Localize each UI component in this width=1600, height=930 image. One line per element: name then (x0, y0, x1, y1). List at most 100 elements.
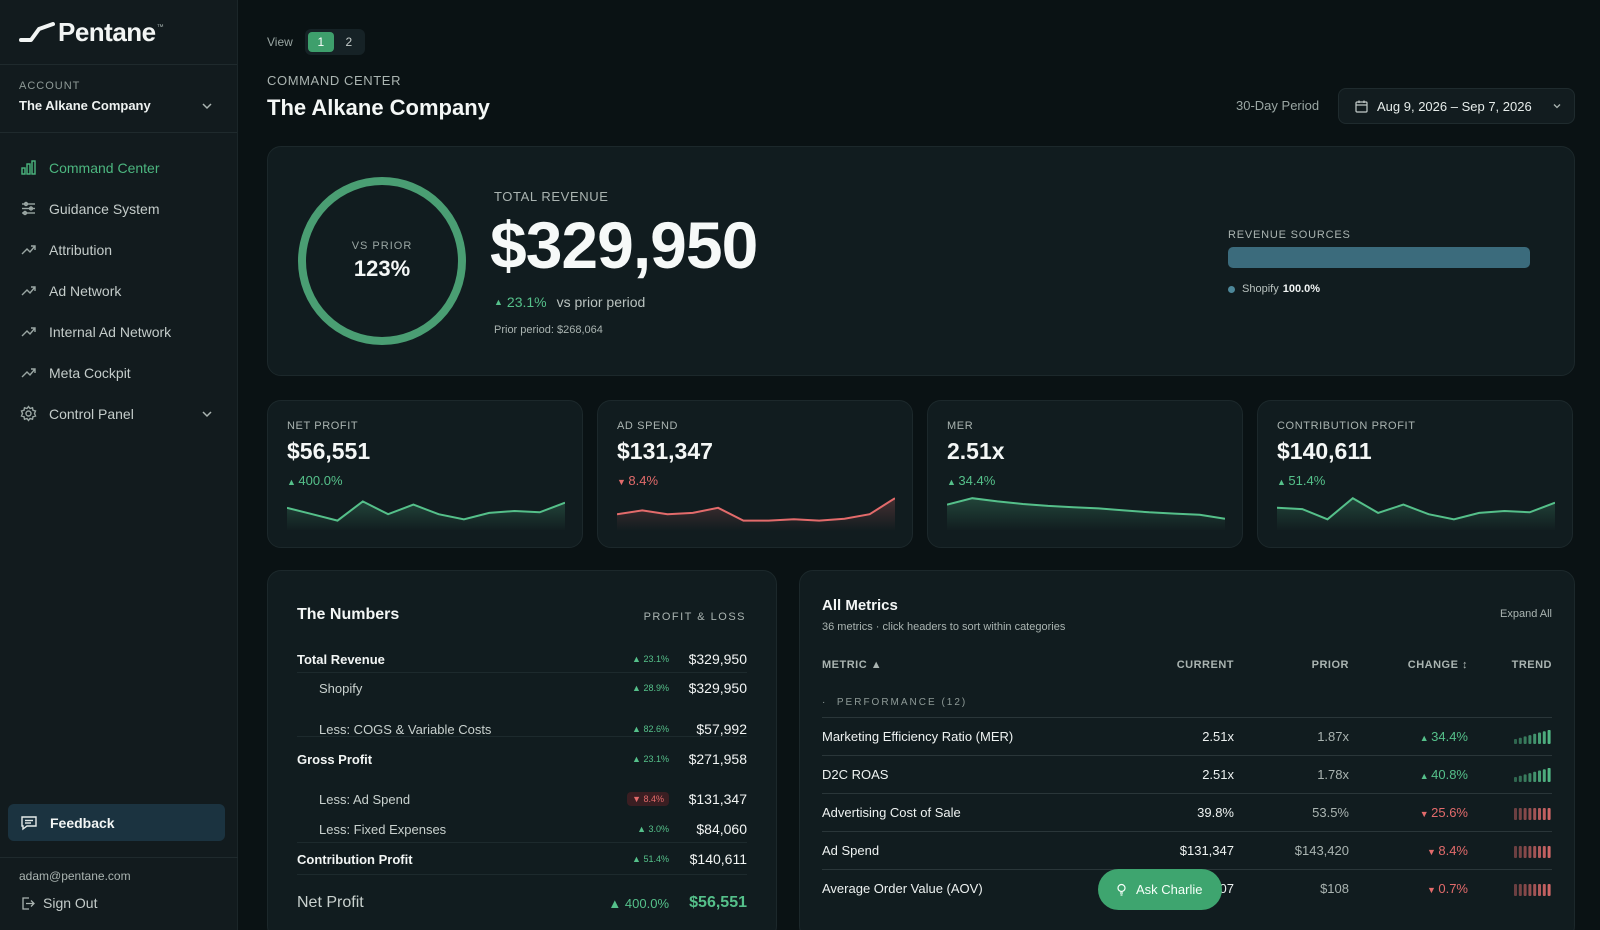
total-revenue-change: ▲ 23.1% vs prior period (494, 294, 645, 310)
logo[interactable]: Pentane ™ (0, 0, 237, 65)
sign-out-link[interactable]: Sign Out (20, 895, 97, 911)
numbers-card: The Numbers PROFIT & LOSS Total Revenue ▲… (267, 570, 777, 930)
account-label: ACCOUNT (19, 80, 81, 92)
change-value: ▲ 40.8% (1420, 767, 1468, 782)
metric-name: Average Order Value (AOV) (822, 881, 983, 896)
trend-bar (1523, 774, 1527, 782)
sidebar-item-command-center[interactable]: Command Center (0, 147, 237, 188)
divider (0, 857, 238, 858)
divider (297, 672, 747, 673)
trend-bar (1528, 884, 1532, 896)
col-metric[interactable]: METRIC ▲ (822, 659, 883, 671)
col-current[interactable]: CURRENT (1176, 659, 1234, 671)
change-text: 25.6% (1431, 805, 1468, 820)
account-selector[interactable]: ACCOUNT The Alkane Company (0, 65, 237, 133)
pl-row: Contribution Profit ▲ 51.4% $140,611 (297, 851, 747, 867)
kpi-card-mer[interactable]: MER 2.51x ▲ 34.4% (927, 400, 1243, 548)
feedback-button[interactable]: Feedback (8, 804, 225, 841)
divider (297, 874, 747, 875)
sidebar-item-internal-ad-network[interactable]: Internal Ad Network (0, 311, 237, 352)
current-value: 2.51x (1202, 729, 1234, 744)
trend-bar (1542, 884, 1546, 896)
pl-change-value: 28.9% (643, 683, 669, 693)
source-pct: 100.0% (1282, 283, 1321, 295)
chevron-down-icon (202, 103, 212, 110)
trend-bar (1538, 732, 1541, 744)
col-trend[interactable]: TREND (1511, 659, 1552, 671)
pl-amount: $271,958 (688, 751, 747, 767)
calendar-icon (1355, 100, 1368, 113)
pl-change-value: 23.1% (643, 754, 669, 764)
group-performance[interactable]: · PERFORMANCE (12) (822, 697, 967, 708)
sparkline-area (947, 498, 1225, 531)
sidebar-nav: Command Center Guidance System Attributi… (0, 133, 237, 434)
sidebar-item-meta-cockpit[interactable]: Meta Cockpit (0, 352, 237, 393)
pl-row: Total Revenue ▲ 23.1% $329,950 (297, 651, 747, 667)
view-option-1[interactable]: 1 (307, 32, 334, 52)
change-value: 23.1% (506, 294, 547, 310)
trend-bar (1523, 884, 1527, 896)
user-email: adam@pentane.com (19, 869, 131, 883)
pl-amount: $329,950 (688, 651, 747, 667)
pl-change: ▼ 8.4% (627, 792, 669, 806)
kpi-card-ad-spend[interactable]: AD SPEND $131,347 ▼ 8.4% (597, 400, 913, 548)
feedback-label: Feedback (50, 814, 115, 831)
trend-bar (1523, 808, 1527, 820)
kpi-card-net-profit[interactable]: NET PROFIT $56,551 ▲ 400.0% (267, 400, 583, 548)
sidebar-item-ad-network[interactable]: Ad Network (0, 270, 237, 311)
pl-change: ▲ 400.0% (608, 896, 669, 911)
trend-bar (1547, 730, 1551, 744)
revenue-sources-label: REVENUE SOURCES (1228, 229, 1351, 241)
sidebar-item-control-panel[interactable]: Control Panel (0, 393, 237, 434)
trend-bar (1533, 771, 1537, 782)
down-arrow-icon: ▼ (1419, 809, 1432, 819)
current-value: $131,347 (1179, 843, 1234, 858)
col-change[interactable]: CHANGE ↕ (1407, 659, 1468, 671)
kpi-label: CONTRIBUTION PROFIT (1277, 420, 1416, 432)
date-range-picker[interactable]: Aug 9, 2026 – Sep 7, 2026 (1338, 88, 1575, 124)
sidebar-item-guidance-system[interactable]: Guidance System (0, 188, 237, 229)
table-row[interactable]: Marketing Efficiency Ratio (MER) 2.51x 1.8… (822, 717, 1552, 754)
sidebar-item-attribution[interactable]: Attribution (0, 229, 237, 270)
trend-bar (1523, 846, 1527, 858)
pl-row: Less: Fixed Expenses ▲ 3.0% $84,060 (297, 821, 747, 837)
trend-bar (1547, 846, 1551, 858)
up-arrow-icon: ▲ (632, 724, 644, 734)
table-row[interactable]: D2C ROAS 2.51x 1.78x ▲ 40.8% (822, 755, 1552, 792)
change-text: 0.7% (1438, 881, 1468, 896)
sparkline (947, 497, 1225, 531)
pl-amount: $57,992 (696, 721, 747, 737)
pl-label: Total Revenue (297, 651, 385, 667)
down-arrow-icon: ▼ (1426, 847, 1439, 857)
sliders-icon (22, 201, 35, 216)
trend-bar (1514, 739, 1517, 744)
pl-change-value: 3.0% (648, 824, 669, 834)
expand-all-button[interactable]: Expand All (1500, 608, 1552, 620)
up-arrow-icon: ▲ (632, 683, 644, 693)
sparkline-area (617, 498, 895, 531)
kpi-card-contribution-profit[interactable]: CONTRIBUTION PROFIT $140,611 ▲ 51.4% (1257, 400, 1573, 548)
ring-value: 123% (353, 256, 411, 281)
trend-bar (1523, 736, 1527, 744)
ask-charlie-button[interactable]: Ask Charlie (1098, 869, 1222, 910)
trend-up-icon (21, 245, 36, 255)
table-row[interactable]: Average Order Value (AOV)$107$108▼ 0.7% (822, 869, 1552, 906)
pl-change: ▲ 51.4% (632, 854, 669, 864)
ring-text: VS PRIOR 123% (296, 175, 468, 347)
up-arrow-icon: ▲ (632, 754, 644, 764)
vs-prior-ring (298, 177, 466, 345)
prior-value: $143,420 (1294, 843, 1349, 858)
current-value: 39.8% (1197, 805, 1234, 820)
table-row[interactable]: Advertising Cost of Sale 39.8% 53.5% ▼ 25.6… (822, 793, 1552, 830)
view-option-2[interactable]: 2 (345, 35, 353, 49)
col-prior[interactable]: PRIOR (1311, 659, 1349, 671)
trend-bars (1514, 808, 1551, 820)
pl-change-value: 8.4% (643, 794, 664, 804)
pl-change-value: 51.4% (643, 854, 669, 864)
trend-bar (1528, 773, 1532, 782)
trend-bar (1533, 733, 1537, 744)
sign-out-icon (22, 896, 35, 910)
prior-period: Prior period: $268,064 (494, 324, 603, 336)
table-row[interactable]: Ad Spend $131,347 $143,420 ▼ 8.4% (822, 831, 1552, 868)
pl-row: Less: COGS & Variable Costs ▲ 82.6% $57,99… (297, 721, 747, 737)
